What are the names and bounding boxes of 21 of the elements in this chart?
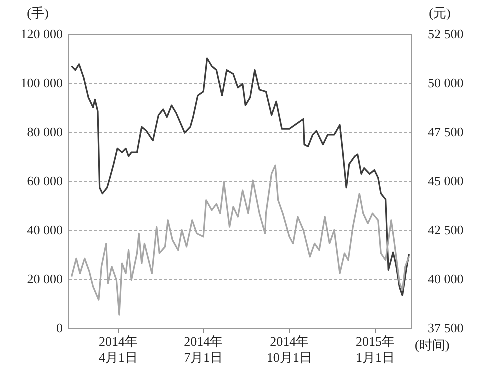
y-axis-title: (手) xyxy=(27,5,49,20)
y-tick-label: 100 000 xyxy=(20,75,63,90)
x-tick-label: 2014年 10月1日 xyxy=(266,334,312,365)
y-tick-label: 20 000 xyxy=(27,271,63,286)
y-tick-label: 80 000 xyxy=(27,124,63,140)
y-tick-label: 40 000 xyxy=(27,222,63,238)
y-tick-label: 60 000 xyxy=(27,173,63,188)
x-axis-title: (时间) xyxy=(415,337,450,352)
y2-tick-label: 47 500 xyxy=(428,124,464,140)
y2-tick-label: 45 000 xyxy=(428,173,464,188)
y-tick-label: 120 000 xyxy=(20,26,63,42)
y2-tick-label: 52 500 xyxy=(428,26,464,42)
y2-tick-label: 42 500 xyxy=(428,222,464,238)
x-tick-label: 2014年 7月1日 xyxy=(184,334,224,365)
y2-tick-label: 37 500 xyxy=(428,320,464,336)
x-tick-label: 2015年 1月1日 xyxy=(356,334,396,365)
x-tick-label: 2014年 4月1日 xyxy=(99,334,138,365)
y-tick-label: 0 xyxy=(56,320,63,336)
y2-tick-label: 40 000 xyxy=(428,271,464,286)
y2-axis-title: (元) xyxy=(429,5,451,20)
y2-tick-label: 50 000 xyxy=(428,75,464,90)
